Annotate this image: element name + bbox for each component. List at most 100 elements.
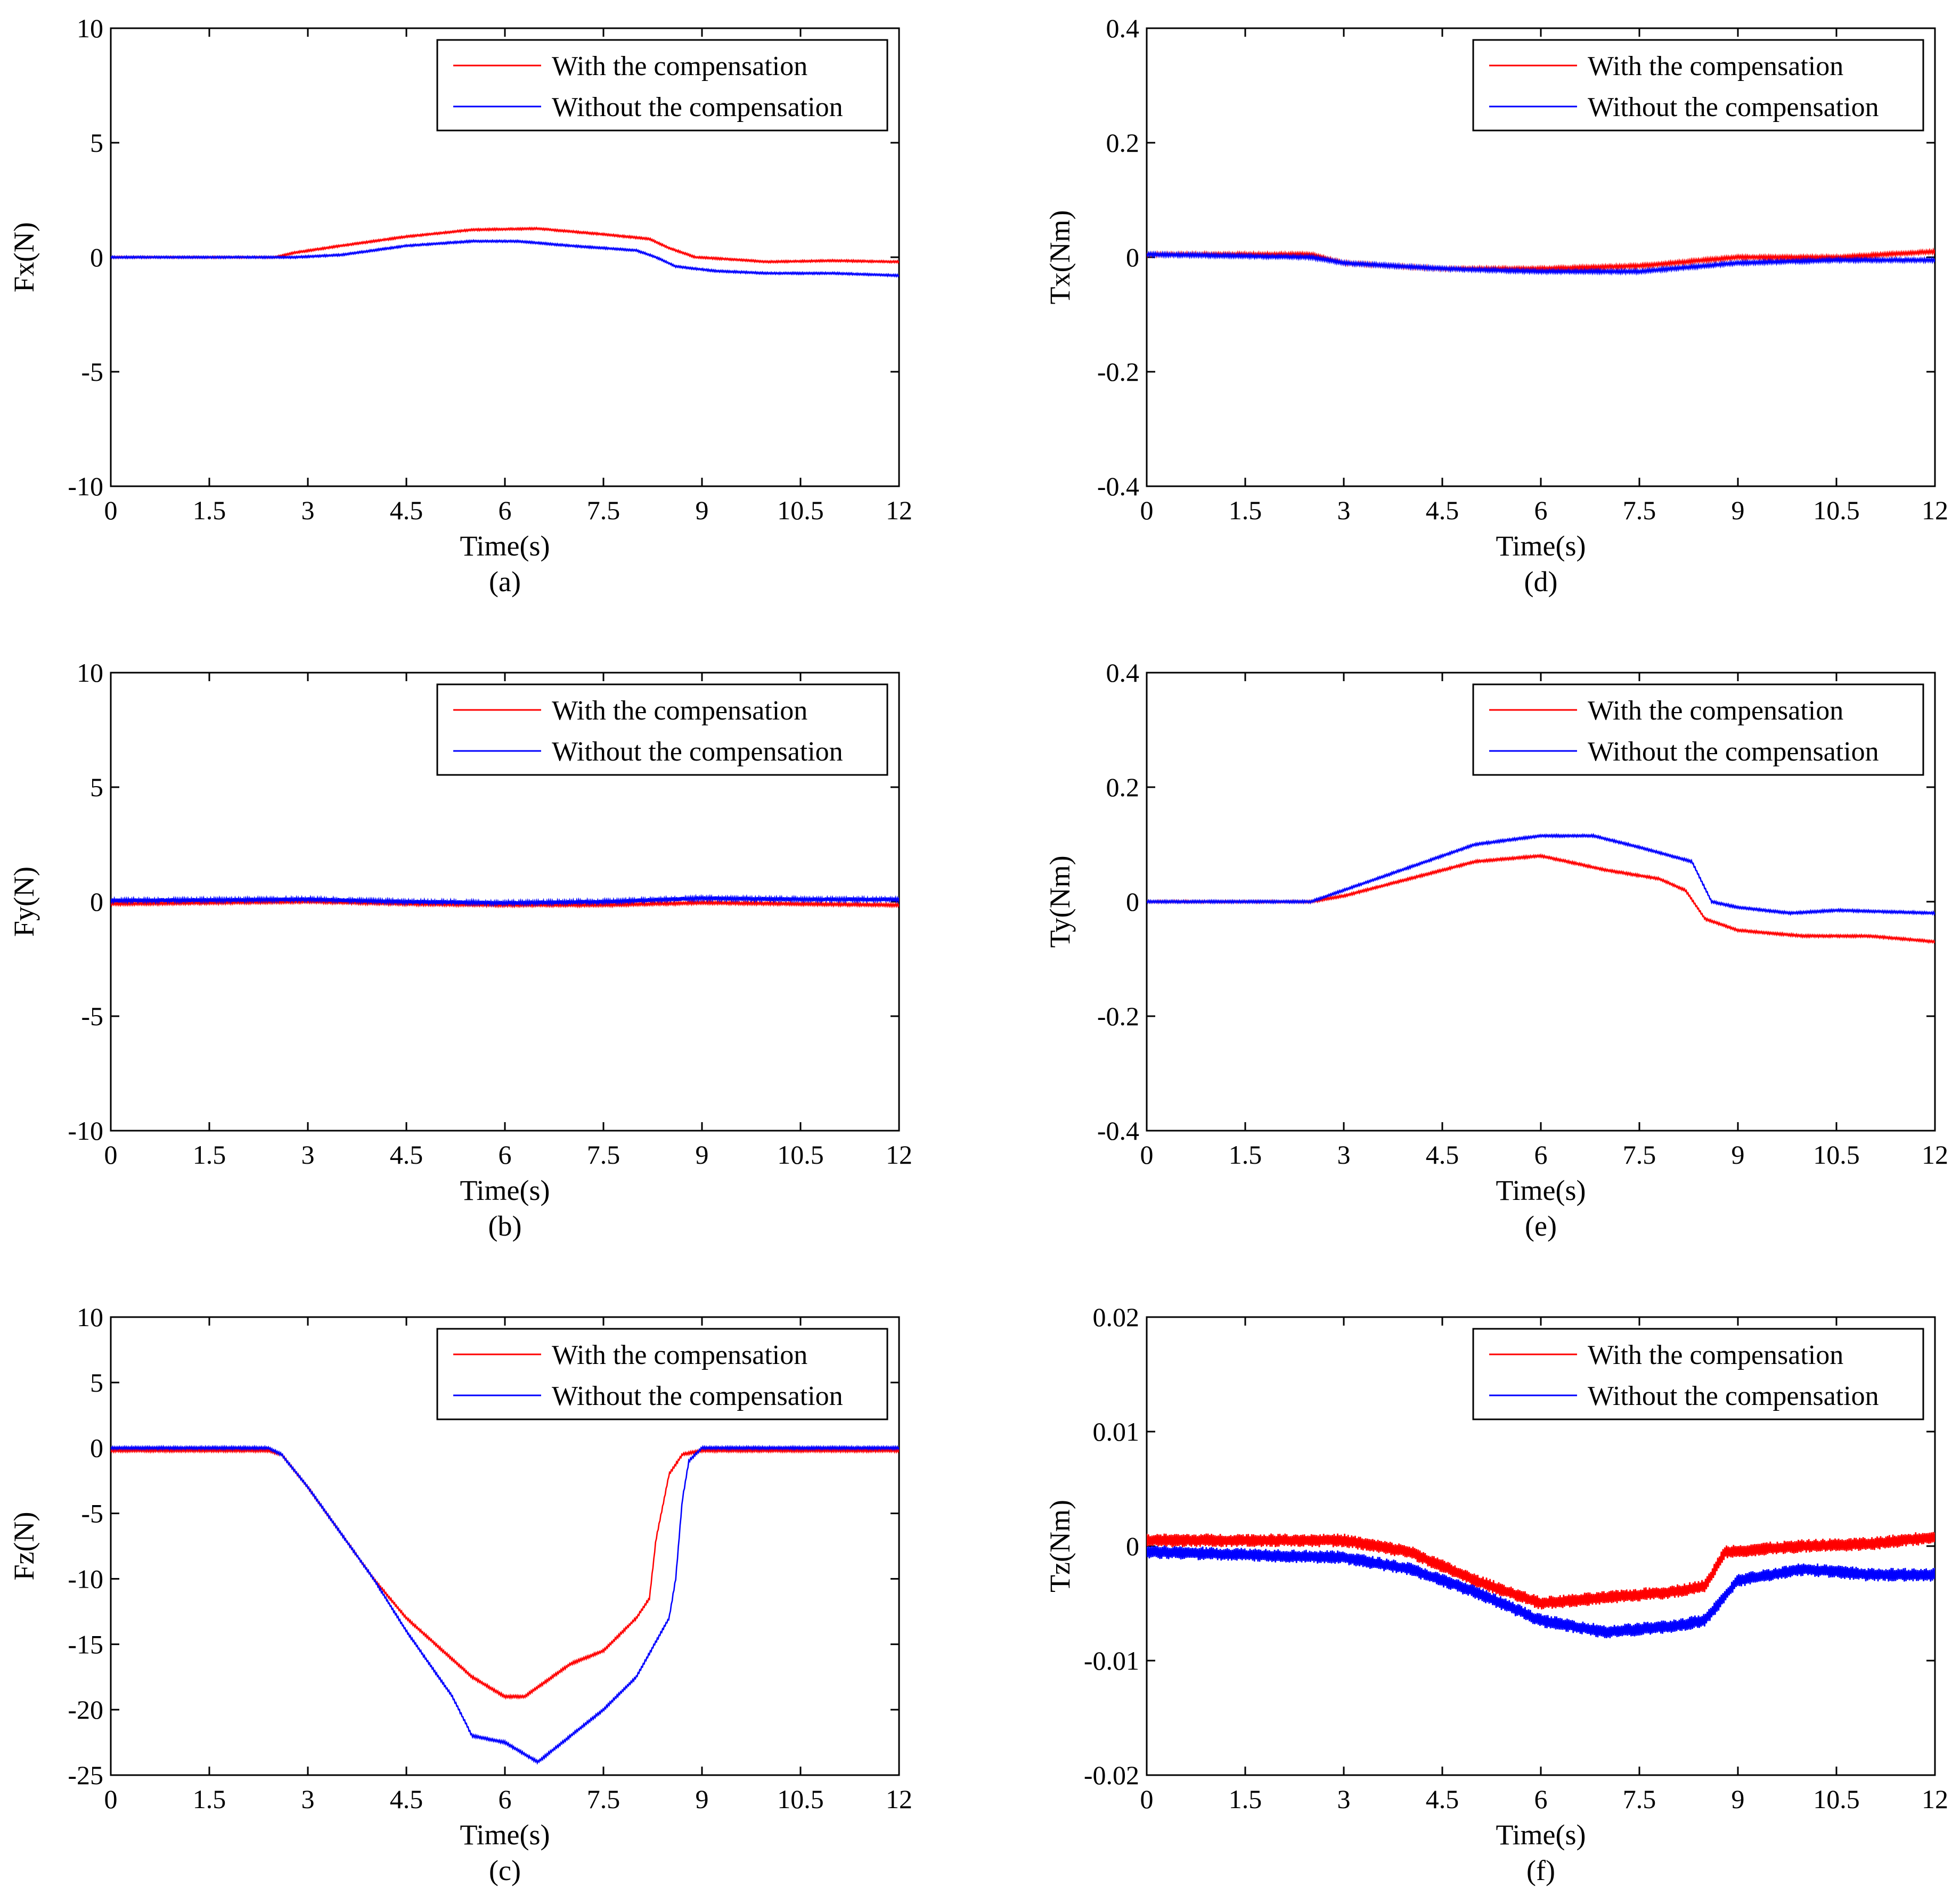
series-line-without-compensation (111, 894, 899, 908)
series-group (1147, 1532, 1935, 1639)
legend: With the compensation Without the compens… (436, 39, 888, 132)
x-tick-label: 6 (499, 495, 512, 525)
y-tick-label: 5 (90, 772, 103, 802)
x-tick-label: 0 (104, 1784, 118, 1814)
panel-caption: (d) (1524, 566, 1558, 598)
x-tick-label: 12 (886, 1784, 912, 1814)
series-group (111, 894, 899, 909)
x-tick-label: 7.5 (587, 495, 620, 525)
x-tick-label: 10.5 (777, 495, 824, 525)
x-tick-label: 1.5 (1229, 495, 1262, 525)
legend-label: Without the compensation (552, 92, 843, 122)
x-tick-label: 7.5 (587, 1784, 620, 1814)
series-line-with-compensation (111, 898, 899, 909)
legend-label: With the compensation (552, 1340, 807, 1370)
x-tick-label: 6 (1534, 495, 1548, 525)
y-tick-label: 0.2 (1106, 772, 1140, 802)
series-line-with-compensation (111, 1447, 899, 1700)
panel-caption: (e) (1525, 1210, 1557, 1242)
series-line-without-compensation (1147, 1545, 1935, 1639)
series-line-without-compensation (111, 239, 899, 278)
x-tick-label: 0 (104, 1140, 118, 1170)
x-axis-label: Time(s) (1496, 1174, 1586, 1206)
chart-panel-f: 0 1.5 3 4.5 6 7.5 9 10.5 12 0.02 0.01 0 -0.01 -0.02 Ti… (1044, 1302, 1948, 1886)
chart-panel-d: 0 1.5 3 4.5 6 7.5 9 10.5 12 0.4 0.2 0 -0.2 -0.4 Time(s… (1044, 13, 1948, 598)
y-tick-label: -10 (68, 1116, 103, 1146)
y-axis-label: Fz(N) (8, 1512, 40, 1581)
legend-box (436, 1328, 888, 1420)
y-tick-label: -0.4 (1097, 471, 1139, 501)
x-tick-label: 6 (499, 1784, 512, 1814)
legend-label: With the compensation (1588, 1340, 1843, 1370)
x-axis-label: Time(s) (460, 530, 550, 562)
legend-box (436, 39, 888, 132)
y-tick-label: -5 (81, 357, 103, 387)
series-group (1147, 247, 1935, 276)
series-line-with-compensation (1147, 1532, 1935, 1610)
y-tick-label: 0 (90, 242, 103, 272)
legend: With the compensation Without the compens… (436, 683, 888, 776)
x-tick-label: 10.5 (777, 1784, 824, 1814)
x-tick-label: 0 (1140, 1140, 1154, 1170)
series-group (111, 1444, 899, 1765)
x-axis-label: Time(s) (1496, 530, 1586, 562)
x-tick-label: 3 (1337, 495, 1351, 525)
x-tick-label: 7.5 (1623, 1784, 1656, 1814)
y-tick-label: 0 (90, 1433, 103, 1463)
chart-panel-a: 0 1.5 3 4.5 6 7.5 9 10.5 12 10 5 0 -5 -10 Time(s) Fx(N)… (8, 13, 912, 598)
y-tick-label: 10 (77, 658, 103, 688)
x-tick-label: 12 (1922, 1140, 1948, 1170)
y-tick-label: 0 (1126, 887, 1139, 917)
x-tick-label: 3 (301, 495, 315, 525)
legend-label: With the compensation (552, 696, 807, 726)
y-tick-label: -20 (68, 1695, 103, 1725)
y-tick-label: -5 (81, 1499, 103, 1529)
legend: With the compensation Without the compens… (1472, 1328, 1924, 1420)
legend-box (1472, 1328, 1924, 1420)
series-group (111, 226, 899, 278)
x-tick-label: 4.5 (390, 495, 423, 525)
series-line-without-compensation (111, 1444, 899, 1765)
x-tick-label: 3 (1337, 1140, 1351, 1170)
x-tick-label: 12 (1922, 495, 1948, 525)
x-tick-label: 1.5 (193, 1784, 226, 1814)
y-axis-label: Tx(Nm) (1044, 210, 1076, 305)
x-tick-label: 9 (696, 1140, 709, 1170)
y-tick-label: -5 (81, 1001, 103, 1031)
x-tick-label: 10.5 (1813, 495, 1860, 525)
y-axis-label: Tz(Nm) (1044, 1500, 1076, 1592)
x-tick-label: 0 (1140, 1784, 1154, 1814)
chart-panel-e: 0 1.5 3 4.5 6 7.5 9 10.5 12 0.4 0.2 0 -0.2 -0.4 Time(s… (1044, 658, 1948, 1242)
y-tick-label: -25 (68, 1760, 103, 1790)
x-tick-label: 0 (1140, 495, 1154, 525)
x-tick-label: 4.5 (1426, 1140, 1459, 1170)
y-tick-label: -0.2 (1097, 1001, 1139, 1031)
y-tick-label: 0.2 (1106, 128, 1140, 158)
y-tick-label: -0.02 (1084, 1760, 1139, 1790)
panel-caption: (a) (489, 566, 521, 598)
x-tick-label: 4.5 (1426, 1784, 1459, 1814)
y-tick-label: 0.01 (1093, 1417, 1140, 1447)
chart-panel-c: 0 1.5 3 4.5 6 7.5 9 10.5 12 10 5 0 -5 -10 -15 -20 -25 Tim… (8, 1302, 912, 1886)
x-tick-label: 9 (1732, 1140, 1745, 1170)
x-tick-label: 9 (1732, 495, 1745, 525)
x-tick-label: 3 (1337, 1784, 1351, 1814)
y-tick-label: -0.01 (1084, 1646, 1139, 1676)
x-tick-label: 7.5 (587, 1140, 620, 1170)
y-axis-label: Fx(N) (8, 222, 40, 292)
legend-label: With the compensation (552, 51, 807, 81)
y-tick-label: 0 (1126, 242, 1139, 272)
legend-box (436, 683, 888, 776)
x-tick-label: 6 (1534, 1784, 1548, 1814)
legend-label: Without the compensation (1588, 737, 1879, 767)
panel-caption: (b) (488, 1210, 522, 1242)
series-line-without-compensation (1147, 250, 1935, 276)
legend-label: Without the compensation (1588, 92, 1879, 122)
x-tick-label: 4.5 (390, 1784, 423, 1814)
x-tick-label: 12 (886, 495, 912, 525)
series-group (1147, 832, 1935, 944)
x-tick-label: 3 (301, 1140, 315, 1170)
legend-label: With the compensation (1588, 696, 1843, 726)
x-axis-label: Time(s) (460, 1174, 550, 1206)
